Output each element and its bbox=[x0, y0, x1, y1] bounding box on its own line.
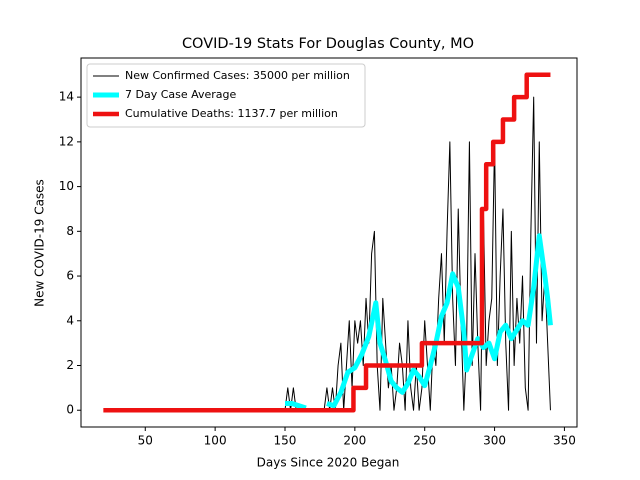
y-tick-label: 0 bbox=[66, 403, 74, 417]
x-tick-label: 100 bbox=[204, 434, 227, 448]
legend: New Confirmed Cases: 35000 per million 7 … bbox=[86, 63, 366, 128]
legend-label: New Confirmed Cases: 35000 per million bbox=[125, 69, 350, 82]
y-tick-label: 8 bbox=[66, 224, 74, 238]
y-tick-label: 10 bbox=[59, 179, 74, 193]
y-tick-label: 12 bbox=[59, 134, 74, 148]
x-tick-label: 350 bbox=[553, 434, 576, 448]
y-tick-label: 2 bbox=[66, 358, 74, 372]
x-tick-label: 200 bbox=[343, 434, 366, 448]
legend-box bbox=[86, 63, 366, 128]
x-tick-label: 300 bbox=[483, 434, 506, 448]
y-tick-label: 14 bbox=[59, 90, 74, 104]
legend-label: Cumulative Deaths: 1137.7 per million bbox=[125, 107, 338, 120]
axes-frame bbox=[80, 57, 578, 428]
x-tick-label: 50 bbox=[138, 434, 153, 448]
x-tick-label: 250 bbox=[413, 434, 436, 448]
chart-title: COVID-19 Stats For Douglas County, MO bbox=[182, 36, 474, 52]
x-tick-label: 150 bbox=[274, 434, 297, 448]
series-line bbox=[284, 233, 553, 411]
x-axis-label: Days Since 2020 Began bbox=[257, 456, 400, 470]
y-tick-label: 4 bbox=[66, 313, 74, 327]
y-tick-label: 6 bbox=[66, 269, 74, 283]
plot-area bbox=[103, 72, 553, 413]
series-line bbox=[103, 72, 551, 413]
legend-label: 7 Day Case Average bbox=[125, 88, 237, 101]
series-line bbox=[279, 96, 551, 411]
y-axis-label: New COVID-19 Cases bbox=[33, 179, 47, 307]
